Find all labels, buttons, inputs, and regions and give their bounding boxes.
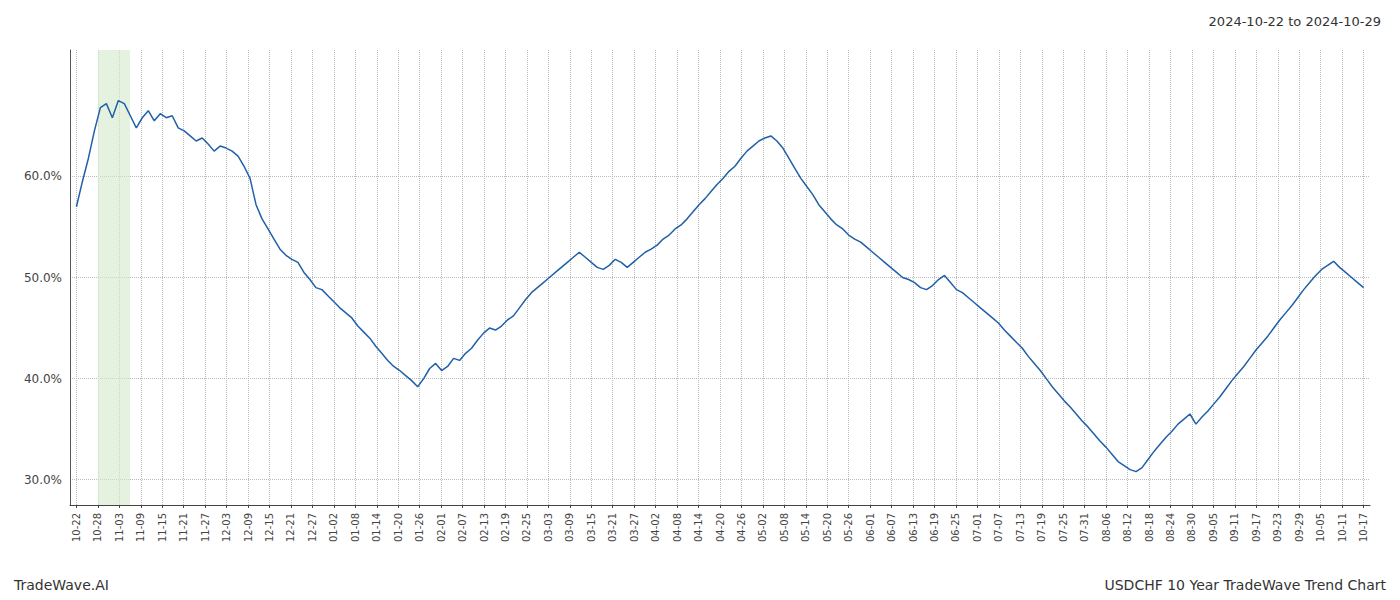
svg-text:TradeWave.AI: TradeWave.AI <box>13 577 109 593</box>
svg-text:05-20: 05-20 <box>822 513 833 542</box>
svg-text:08-18: 08-18 <box>1144 513 1155 542</box>
svg-text:08-06: 08-06 <box>1101 513 1112 542</box>
svg-text:08-30: 08-30 <box>1186 513 1197 542</box>
svg-text:03-09: 03-09 <box>564 513 575 542</box>
svg-text:03-21: 03-21 <box>607 513 618 542</box>
svg-text:02-01: 02-01 <box>436 513 447 542</box>
svg-text:04-08: 04-08 <box>672 513 683 542</box>
svg-text:06-13: 06-13 <box>908 513 919 542</box>
svg-text:10-28: 10-28 <box>92 513 103 542</box>
svg-text:11-27: 11-27 <box>200 513 211 542</box>
svg-text:01-08: 01-08 <box>350 513 361 542</box>
svg-text:40.0%: 40.0% <box>24 372 62 386</box>
svg-text:10-11: 10-11 <box>1337 513 1348 542</box>
svg-text:05-26: 05-26 <box>843 513 854 542</box>
svg-text:11-03: 11-03 <box>114 513 125 542</box>
svg-text:06-25: 06-25 <box>950 513 961 542</box>
svg-text:2024-10-22 to 2024-10-29: 2024-10-22 to 2024-10-29 <box>1209 14 1381 29</box>
svg-text:01-14: 01-14 <box>371 513 382 542</box>
svg-text:12-15: 12-15 <box>264 513 275 542</box>
svg-text:10-05: 10-05 <box>1315 513 1326 542</box>
svg-text:USDCHF 10 Year TradeWave Trend: USDCHF 10 Year TradeWave Trend Chart <box>1104 577 1386 593</box>
svg-text:02-07: 02-07 <box>457 513 468 542</box>
svg-text:11-21: 11-21 <box>178 513 189 542</box>
svg-text:09-29: 09-29 <box>1294 513 1305 542</box>
svg-text:60.0%: 60.0% <box>24 169 62 183</box>
svg-text:12-09: 12-09 <box>243 513 254 542</box>
svg-text:02-13: 02-13 <box>479 513 490 542</box>
svg-text:05-02: 05-02 <box>757 513 768 542</box>
svg-text:09-11: 09-11 <box>1229 513 1240 542</box>
svg-text:07-19: 07-19 <box>1036 513 1047 542</box>
svg-text:06-19: 06-19 <box>929 513 940 542</box>
svg-text:06-07: 06-07 <box>886 513 897 542</box>
svg-text:07-31: 07-31 <box>1079 513 1090 542</box>
svg-text:03-15: 03-15 <box>586 513 597 542</box>
svg-text:09-17: 09-17 <box>1251 513 1262 542</box>
svg-text:09-05: 09-05 <box>1208 513 1219 542</box>
svg-text:06-01: 06-01 <box>865 513 876 542</box>
svg-text:05-08: 05-08 <box>779 513 790 542</box>
svg-text:09-23: 09-23 <box>1272 513 1283 542</box>
svg-text:08-24: 08-24 <box>1165 513 1176 542</box>
svg-text:10-17: 10-17 <box>1358 513 1369 542</box>
svg-text:01-02: 01-02 <box>328 513 339 542</box>
svg-text:08-12: 08-12 <box>1122 513 1133 542</box>
svg-text:05-14: 05-14 <box>800 513 811 542</box>
svg-text:12-27: 12-27 <box>307 513 318 542</box>
svg-text:03-27: 03-27 <box>629 513 640 542</box>
svg-text:04-26: 04-26 <box>736 513 747 542</box>
svg-text:12-21: 12-21 <box>285 513 296 542</box>
svg-text:04-20: 04-20 <box>715 513 726 542</box>
svg-text:01-26: 01-26 <box>414 513 425 542</box>
svg-text:04-14: 04-14 <box>693 513 704 542</box>
svg-text:10-22: 10-22 <box>71 513 82 542</box>
svg-text:12-03: 12-03 <box>221 513 232 542</box>
svg-text:02-25: 02-25 <box>521 513 532 542</box>
svg-text:07-07: 07-07 <box>993 513 1004 542</box>
svg-text:50.0%: 50.0% <box>24 271 62 285</box>
svg-text:11-15: 11-15 <box>157 513 168 542</box>
svg-text:30.0%: 30.0% <box>24 473 62 487</box>
svg-text:11-09: 11-09 <box>135 513 146 542</box>
svg-text:07-01: 07-01 <box>972 513 983 542</box>
svg-text:01-20: 01-20 <box>393 513 404 542</box>
svg-text:07-25: 07-25 <box>1058 513 1069 542</box>
svg-text:04-02: 04-02 <box>650 513 661 542</box>
svg-text:02-19: 02-19 <box>500 513 511 542</box>
svg-text:03-03: 03-03 <box>543 513 554 542</box>
svg-text:07-13: 07-13 <box>1015 513 1026 542</box>
